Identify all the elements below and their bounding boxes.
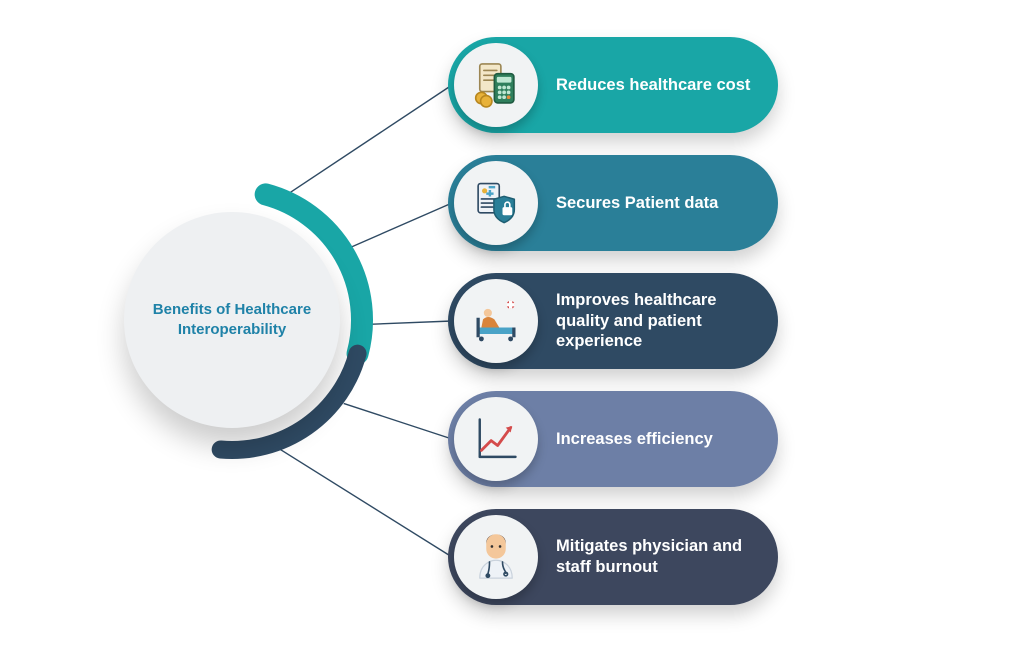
infographic-stage: Benefits of Healthcare Interoperability … <box>0 0 1026 649</box>
benefit-icon-badge <box>454 515 538 599</box>
benefit-pill: Increases efficiency <box>448 391 778 487</box>
benefit-icon-badge <box>454 279 538 363</box>
cost-icon <box>470 59 522 111</box>
growth-chart-icon <box>470 413 522 465</box>
benefit-label: Secures Patient data <box>538 193 778 214</box>
physician-icon <box>470 531 522 583</box>
benefit-label: Improves healthcare quality and patient … <box>538 290 778 352</box>
benefit-icon-badge <box>454 161 538 245</box>
benefit-label: Mitigates physician and staff burnout <box>538 536 778 577</box>
benefit-label: Increases efficiency <box>538 429 778 450</box>
benefit-pill: Mitigates physician and staff burnout <box>448 509 778 605</box>
benefit-label: Reduces healthcare cost <box>538 75 778 96</box>
benefit-icon-badge <box>454 397 538 481</box>
benefit-pill: Reduces healthcare cost <box>448 37 778 133</box>
benefit-icon-badge <box>454 43 538 127</box>
benefit-pill: Improves healthcare quality and patient … <box>448 273 778 369</box>
hub-circle: Benefits of Healthcare Interoperability <box>124 212 340 428</box>
hub-title: Benefits of Healthcare Interoperability <box>124 300 340 341</box>
secure-data-icon <box>470 177 522 229</box>
benefit-pill: Secures Patient data <box>448 155 778 251</box>
patient-bed-icon <box>470 295 522 347</box>
